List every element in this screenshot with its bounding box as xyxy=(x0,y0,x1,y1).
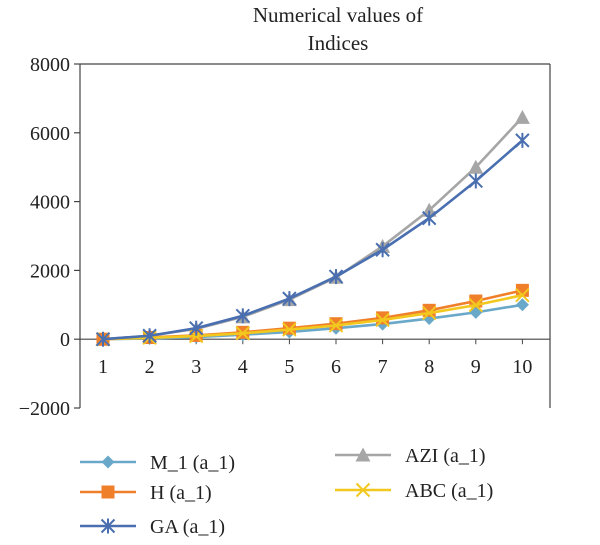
y-tick-label: −2000 xyxy=(19,398,70,420)
data-point-azi xyxy=(468,159,484,174)
data-point-abc xyxy=(282,322,297,337)
x-tick-label: 6 xyxy=(331,356,341,378)
legend-marker xyxy=(100,518,116,534)
series-azi xyxy=(95,109,530,346)
data-point-ga xyxy=(515,132,530,148)
x-tick-label: 1 xyxy=(98,356,108,378)
legend-marker xyxy=(101,485,115,499)
x-tick-label: 7 xyxy=(378,356,388,378)
y-tick-label: 0 xyxy=(60,329,70,351)
data-point-ga xyxy=(188,320,204,336)
x-tick-labels: 1 2 3 4 5 6 7 8 9 10 xyxy=(98,339,532,378)
data-point-ga xyxy=(142,328,157,344)
legend-item-abc: ABC (a_1) xyxy=(335,480,493,502)
series-line-abc xyxy=(102,293,523,341)
data-point-abc xyxy=(515,287,530,303)
y-tick-labels: −2000 0 2000 4000 6000 8000 xyxy=(19,54,80,420)
data-point-h xyxy=(376,311,390,325)
series-ga xyxy=(95,132,530,347)
chart-title-line-2: Indices xyxy=(308,31,369,55)
series-abc xyxy=(95,287,530,347)
y-tick-label: 4000 xyxy=(30,192,70,214)
y-tick-label: 8000 xyxy=(30,54,70,76)
legend-marker xyxy=(101,455,115,469)
legend-label: GA (a_1) xyxy=(150,516,225,538)
data-point-ga xyxy=(328,269,344,285)
x-tick-label: 2 xyxy=(145,356,155,378)
x-tick-label: 8 xyxy=(424,356,434,378)
data-point-abc xyxy=(468,297,484,313)
y-tick-label: 6000 xyxy=(30,123,70,145)
legend-item-azi: AZI (a_1) xyxy=(335,445,486,467)
data-point-abc xyxy=(375,312,390,328)
x-tick-label: 5 xyxy=(284,356,294,378)
legend: M_1 (a_1) AZI (a_1) H (a_1) ABC (a_1) GA (a_… xyxy=(80,445,493,538)
data-point-ga xyxy=(282,291,297,307)
legend-item-h: H (a_1) xyxy=(80,482,212,504)
legend-marker xyxy=(355,447,371,462)
data-point-ga xyxy=(421,210,437,226)
data-point-ga xyxy=(235,308,251,324)
x-tick-label: 4 xyxy=(238,356,248,378)
data-point-abc xyxy=(328,318,344,333)
x-tick-label: 9 xyxy=(471,356,481,378)
data-point-abc xyxy=(421,305,437,321)
legend-label: AZI (a_1) xyxy=(405,445,486,467)
x-tick-label: 3 xyxy=(191,356,201,378)
data-point-ga xyxy=(95,331,111,347)
data-point-ga xyxy=(468,173,484,189)
legend-label: H (a_1) xyxy=(150,482,212,504)
data-point-abc xyxy=(235,326,251,341)
series-line-ga xyxy=(102,139,524,341)
legend-item-m1: M_1 (a_1) xyxy=(80,452,235,474)
data-point-m1 xyxy=(469,305,483,319)
legend-label: ABC (a_1) xyxy=(405,480,493,502)
data-point-azi xyxy=(514,109,530,124)
data-point-h xyxy=(515,283,529,297)
x-tick-label: 10 xyxy=(512,356,532,378)
chart-title-line-1: Numerical values of xyxy=(253,3,423,27)
data-point-ga xyxy=(375,242,390,258)
series-layer xyxy=(95,109,530,347)
y-tick-label: 2000 xyxy=(30,260,70,282)
data-point-m1 xyxy=(515,298,529,312)
legend-label: M_1 (a_1) xyxy=(150,452,235,474)
legend-item-ga: GA (a_1) xyxy=(80,516,225,538)
legend-marker xyxy=(355,482,371,498)
series-line-azi xyxy=(102,116,524,341)
